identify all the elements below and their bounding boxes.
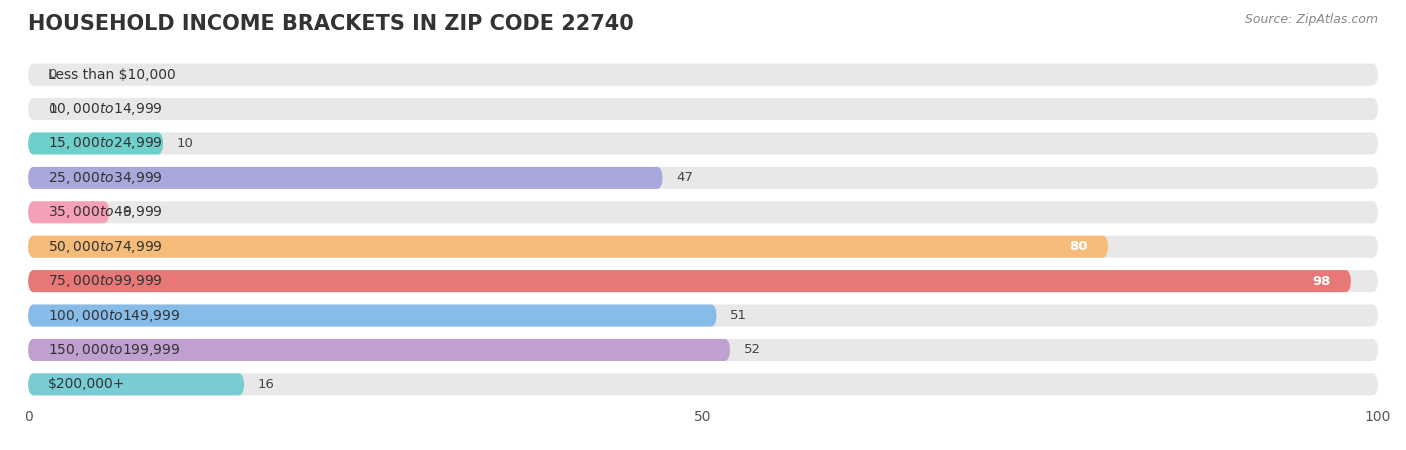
FancyBboxPatch shape bbox=[28, 132, 1378, 154]
Text: 0: 0 bbox=[48, 103, 56, 116]
Text: 6: 6 bbox=[122, 206, 131, 219]
Text: Source: ZipAtlas.com: Source: ZipAtlas.com bbox=[1244, 14, 1378, 27]
Text: $15,000 to $24,999: $15,000 to $24,999 bbox=[48, 135, 163, 152]
FancyBboxPatch shape bbox=[28, 374, 1378, 396]
FancyBboxPatch shape bbox=[28, 236, 1108, 258]
FancyBboxPatch shape bbox=[28, 339, 730, 361]
Text: Less than $10,000: Less than $10,000 bbox=[48, 68, 176, 81]
Text: HOUSEHOLD INCOME BRACKETS IN ZIP CODE 22740: HOUSEHOLD INCOME BRACKETS IN ZIP CODE 22… bbox=[28, 14, 634, 33]
Text: 51: 51 bbox=[730, 309, 747, 322]
FancyBboxPatch shape bbox=[28, 305, 717, 327]
FancyBboxPatch shape bbox=[28, 270, 1351, 292]
Text: 47: 47 bbox=[676, 171, 693, 184]
Text: $200,000+: $200,000+ bbox=[48, 378, 125, 392]
FancyBboxPatch shape bbox=[28, 167, 1378, 189]
Text: 16: 16 bbox=[257, 378, 274, 391]
FancyBboxPatch shape bbox=[28, 63, 1378, 86]
FancyBboxPatch shape bbox=[28, 270, 1378, 292]
Text: $10,000 to $14,999: $10,000 to $14,999 bbox=[48, 101, 163, 117]
Text: 80: 80 bbox=[1069, 240, 1088, 253]
Text: $35,000 to $49,999: $35,000 to $49,999 bbox=[48, 204, 163, 220]
FancyBboxPatch shape bbox=[28, 132, 163, 154]
Text: $150,000 to $199,999: $150,000 to $199,999 bbox=[48, 342, 181, 358]
Text: $100,000 to $149,999: $100,000 to $149,999 bbox=[48, 307, 181, 324]
FancyBboxPatch shape bbox=[28, 236, 1378, 258]
Text: 0: 0 bbox=[48, 68, 56, 81]
Text: $75,000 to $99,999: $75,000 to $99,999 bbox=[48, 273, 163, 289]
Text: 10: 10 bbox=[177, 137, 194, 150]
FancyBboxPatch shape bbox=[28, 98, 1378, 120]
Text: 52: 52 bbox=[744, 343, 761, 356]
Text: $50,000 to $74,999: $50,000 to $74,999 bbox=[48, 238, 163, 255]
FancyBboxPatch shape bbox=[28, 374, 245, 396]
Text: $25,000 to $34,999: $25,000 to $34,999 bbox=[48, 170, 163, 186]
FancyBboxPatch shape bbox=[28, 201, 1378, 223]
FancyBboxPatch shape bbox=[28, 339, 1378, 361]
FancyBboxPatch shape bbox=[28, 201, 110, 223]
FancyBboxPatch shape bbox=[28, 167, 662, 189]
Text: 98: 98 bbox=[1312, 274, 1330, 288]
FancyBboxPatch shape bbox=[28, 305, 1378, 327]
